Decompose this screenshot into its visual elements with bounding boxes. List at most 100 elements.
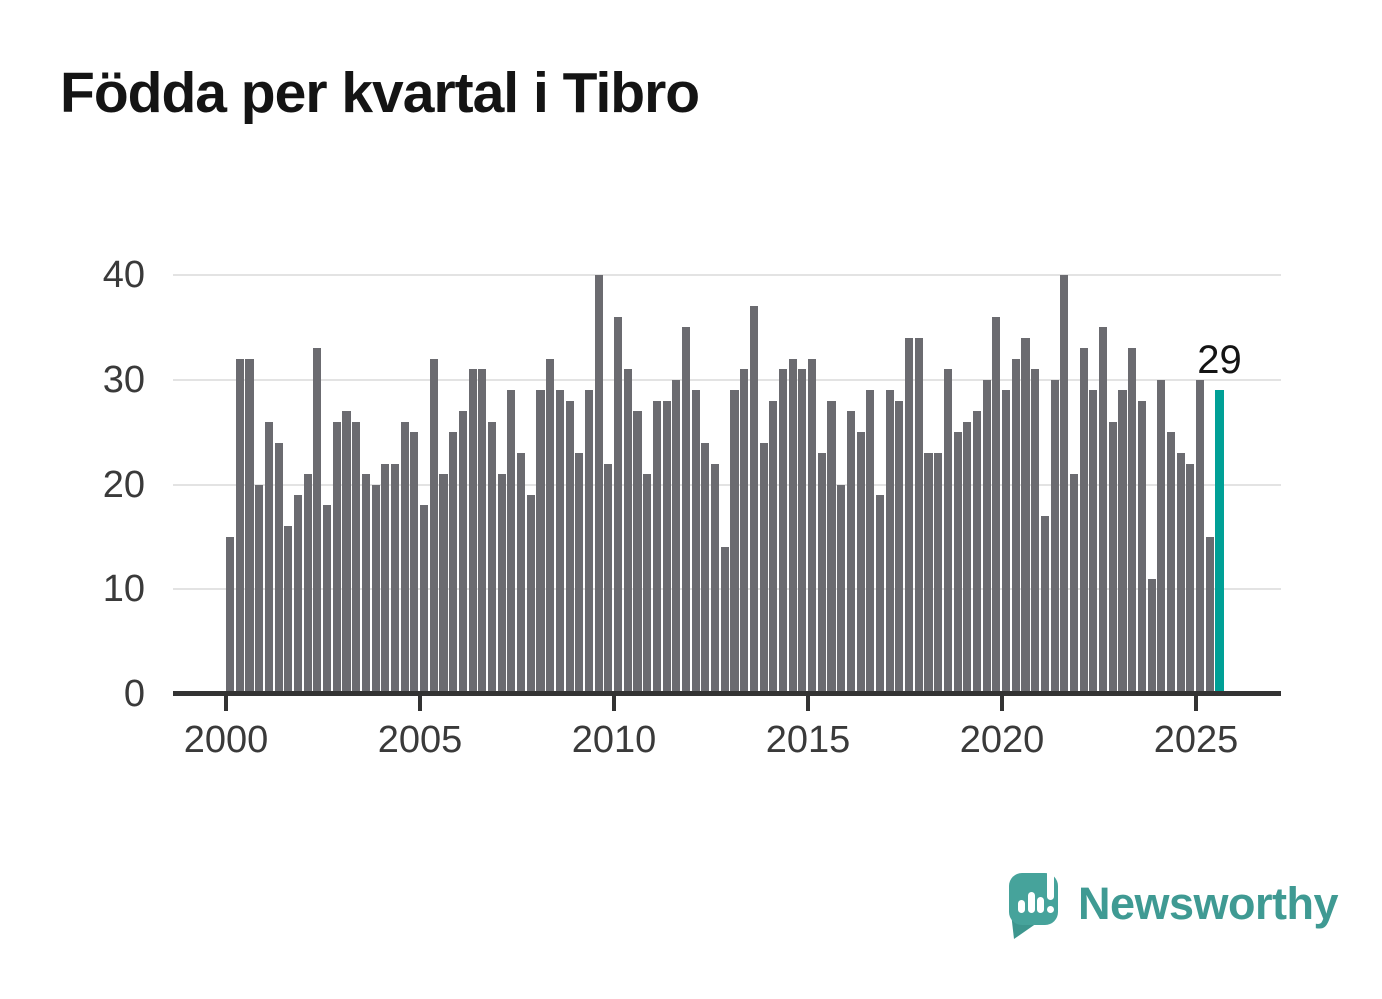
bar-4 [264, 421, 273, 694]
bar-20 [420, 505, 429, 694]
bar-29 [507, 390, 516, 694]
bar-86 [1060, 275, 1069, 694]
bar-62 [827, 400, 836, 694]
plot-area [173, 274, 1281, 694]
bar-74 [943, 369, 952, 694]
bar-24 [458, 411, 467, 694]
bar-21 [429, 358, 438, 694]
bar-72 [924, 453, 933, 694]
x-tick-2010 [612, 696, 616, 711]
x-tick-label-2010: 2010 [571, 719, 657, 761]
bar-11 [332, 421, 341, 694]
bar-18 [400, 421, 409, 694]
bar-0 [226, 536, 235, 694]
bar-89 [1089, 390, 1098, 694]
bar-65 [856, 432, 865, 694]
bar-100 [1196, 379, 1205, 694]
bar-67 [875, 494, 885, 694]
bar-43 [643, 474, 652, 694]
bar-37 [584, 390, 594, 694]
bar-61 [817, 453, 826, 694]
bar-66 [866, 390, 875, 694]
x-tick-label-2025: 2025 [1153, 719, 1239, 761]
bar-19 [410, 432, 419, 694]
bar-8 [303, 474, 312, 694]
bar-3 [255, 484, 264, 694]
bar-28 [497, 474, 506, 694]
bar-82 [1021, 337, 1030, 694]
bar-2 [245, 358, 254, 694]
x-tick-label-2015: 2015 [765, 719, 851, 761]
x-tick-label-2000: 2000 [183, 719, 269, 761]
newsworthy-logo: Newsworthy [1009, 868, 1339, 943]
bar-54 [749, 306, 758, 694]
bar-26 [478, 369, 487, 694]
bar-90 [1099, 327, 1108, 694]
bar-38 [594, 275, 603, 694]
y-tick-label-20: 20 [102, 463, 145, 506]
bar-48 [691, 390, 700, 694]
bar-5 [274, 442, 283, 694]
bar-25 [468, 369, 477, 694]
x-tick-2015 [806, 696, 810, 711]
bar-60 [808, 358, 817, 694]
bar-34 [555, 390, 564, 694]
bar-13 [352, 421, 361, 694]
x-tick-label-2005: 2005 [377, 719, 463, 761]
bar-94 [1137, 400, 1146, 694]
bar-55 [759, 442, 768, 694]
bar-30 [517, 453, 526, 694]
logo-bar-3 [1037, 897, 1044, 913]
bar-35 [565, 400, 574, 694]
bar-58 [788, 358, 797, 694]
x-tick-2000 [224, 696, 228, 711]
bar-76 [963, 421, 972, 694]
gridline-30 [173, 378, 1281, 381]
chart-title: Födda per kvartal i Tibro [60, 61, 700, 125]
bar-97 [1166, 432, 1176, 694]
bar-79 [992, 316, 1001, 694]
logo-exclamation-bar [1046, 868, 1054, 900]
bar-75 [953, 432, 962, 694]
bar-53 [740, 369, 749, 694]
y-tick-label-40: 40 [102, 254, 145, 296]
bar-68 [885, 390, 894, 694]
bar-98 [1176, 453, 1185, 694]
bar-41 [623, 369, 632, 694]
bar-14 [361, 474, 370, 694]
bar-57 [778, 369, 788, 694]
bar-93 [1128, 348, 1137, 694]
bar-22 [439, 474, 448, 694]
bar-27 [487, 421, 497, 694]
bar-10 [323, 505, 332, 694]
y-tick-label-30: 30 [102, 358, 145, 401]
brand-wordmark: Newsworthy [1078, 878, 1339, 929]
bar-59 [798, 369, 807, 694]
bar-7 [293, 494, 303, 694]
bar-88 [1079, 348, 1088, 694]
bar-45 [662, 400, 671, 694]
bar-42 [633, 411, 642, 694]
bar-77 [972, 411, 982, 694]
bar-95 [1147, 578, 1156, 694]
bar-85 [1050, 379, 1059, 694]
bar-40 [614, 316, 623, 694]
bar-51 [720, 547, 729, 694]
bar-50 [711, 463, 720, 694]
bar-69 [895, 400, 904, 694]
bar-70 [905, 337, 914, 694]
bar-99 [1186, 463, 1195, 694]
bar-87 [1069, 474, 1079, 694]
bar-39 [604, 463, 613, 694]
bar-33 [546, 358, 555, 694]
speech-bubble-bar-chart-icon [1009, 868, 1058, 925]
bar-6 [284, 526, 293, 694]
bar-92 [1118, 390, 1127, 694]
bar-52 [730, 390, 739, 694]
y-tick-label-0: 0 [123, 673, 145, 715]
bar-44 [652, 400, 661, 694]
bar-83 [1031, 369, 1040, 694]
bar-16 [381, 463, 390, 694]
logo-exclamation-dot [1046, 906, 1054, 913]
bar-1 [235, 358, 244, 694]
